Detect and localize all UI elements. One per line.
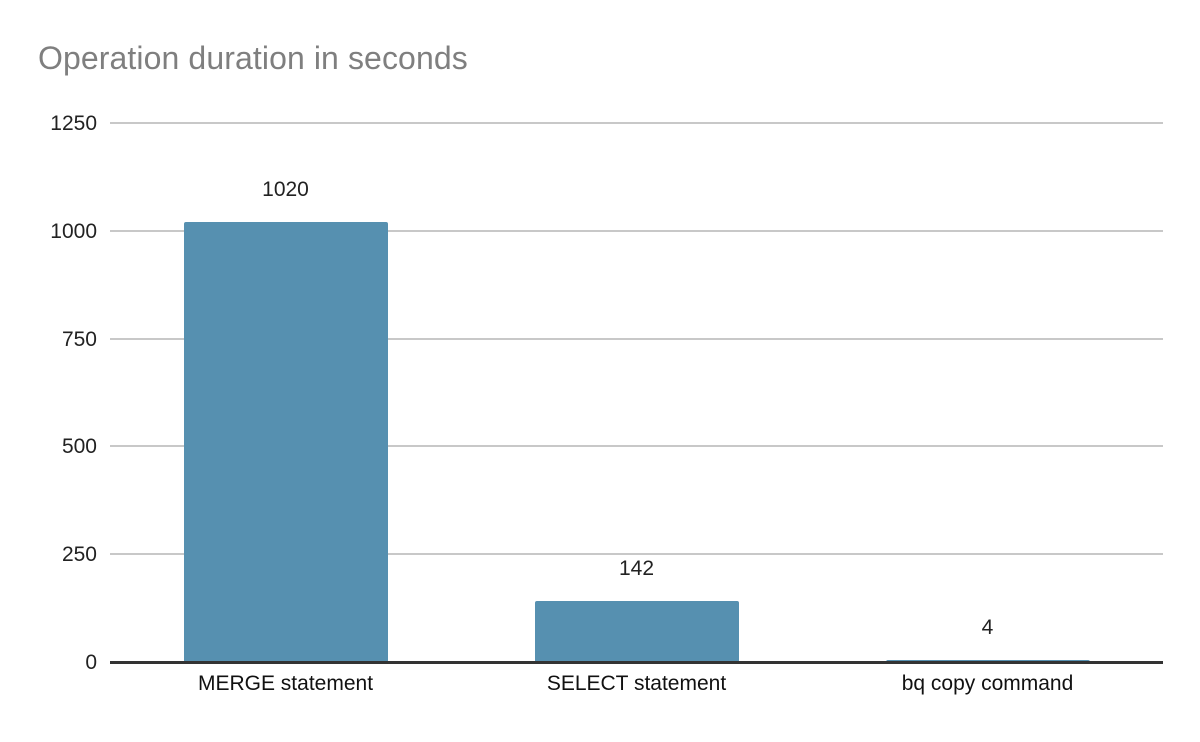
y-axis-tick-label: 1250 bbox=[50, 112, 97, 135]
bar-value-label: 4 bbox=[981, 616, 994, 640]
bar-value-label: 142 bbox=[618, 556, 655, 580]
x-axis-tick-label: MERGE statement bbox=[197, 672, 374, 695]
y-axis-tick-label: 1000 bbox=[50, 219, 97, 243]
gridline bbox=[110, 229, 1163, 232]
bar-group: 142 bbox=[534, 123, 739, 662]
x-axis-line bbox=[110, 661, 1163, 664]
bar[interactable] bbox=[534, 600, 739, 662]
plot-area: 1020 142 4 bbox=[110, 122, 1163, 662]
bar-group: 1020 bbox=[183, 123, 388, 662]
gridline bbox=[110, 553, 1163, 556]
gridline bbox=[110, 445, 1163, 448]
y-axis: 0 250 500 750 1000 1250 bbox=[0, 0, 97, 742]
y-axis-tick-label: 250 bbox=[61, 543, 97, 567]
y-axis-tick-label: 0 bbox=[85, 651, 97, 674]
x-axis-tick-label: SELECT statement bbox=[546, 672, 727, 695]
gridline bbox=[110, 337, 1163, 340]
y-axis-tick-label: 500 bbox=[61, 435, 97, 459]
bar[interactable] bbox=[183, 222, 388, 662]
bar-value-label: 1020 bbox=[262, 178, 309, 202]
y-axis-tick-label: 750 bbox=[61, 327, 97, 351]
bar-group: 4 bbox=[885, 123, 1090, 662]
gridline bbox=[110, 122, 1163, 124]
chart-title: Operation duration in seconds bbox=[38, 40, 468, 76]
x-axis: MERGE statement SELECT statement bq copy c… bbox=[110, 672, 1163, 712]
x-axis-tick-label: bq copy command bbox=[901, 672, 1074, 695]
